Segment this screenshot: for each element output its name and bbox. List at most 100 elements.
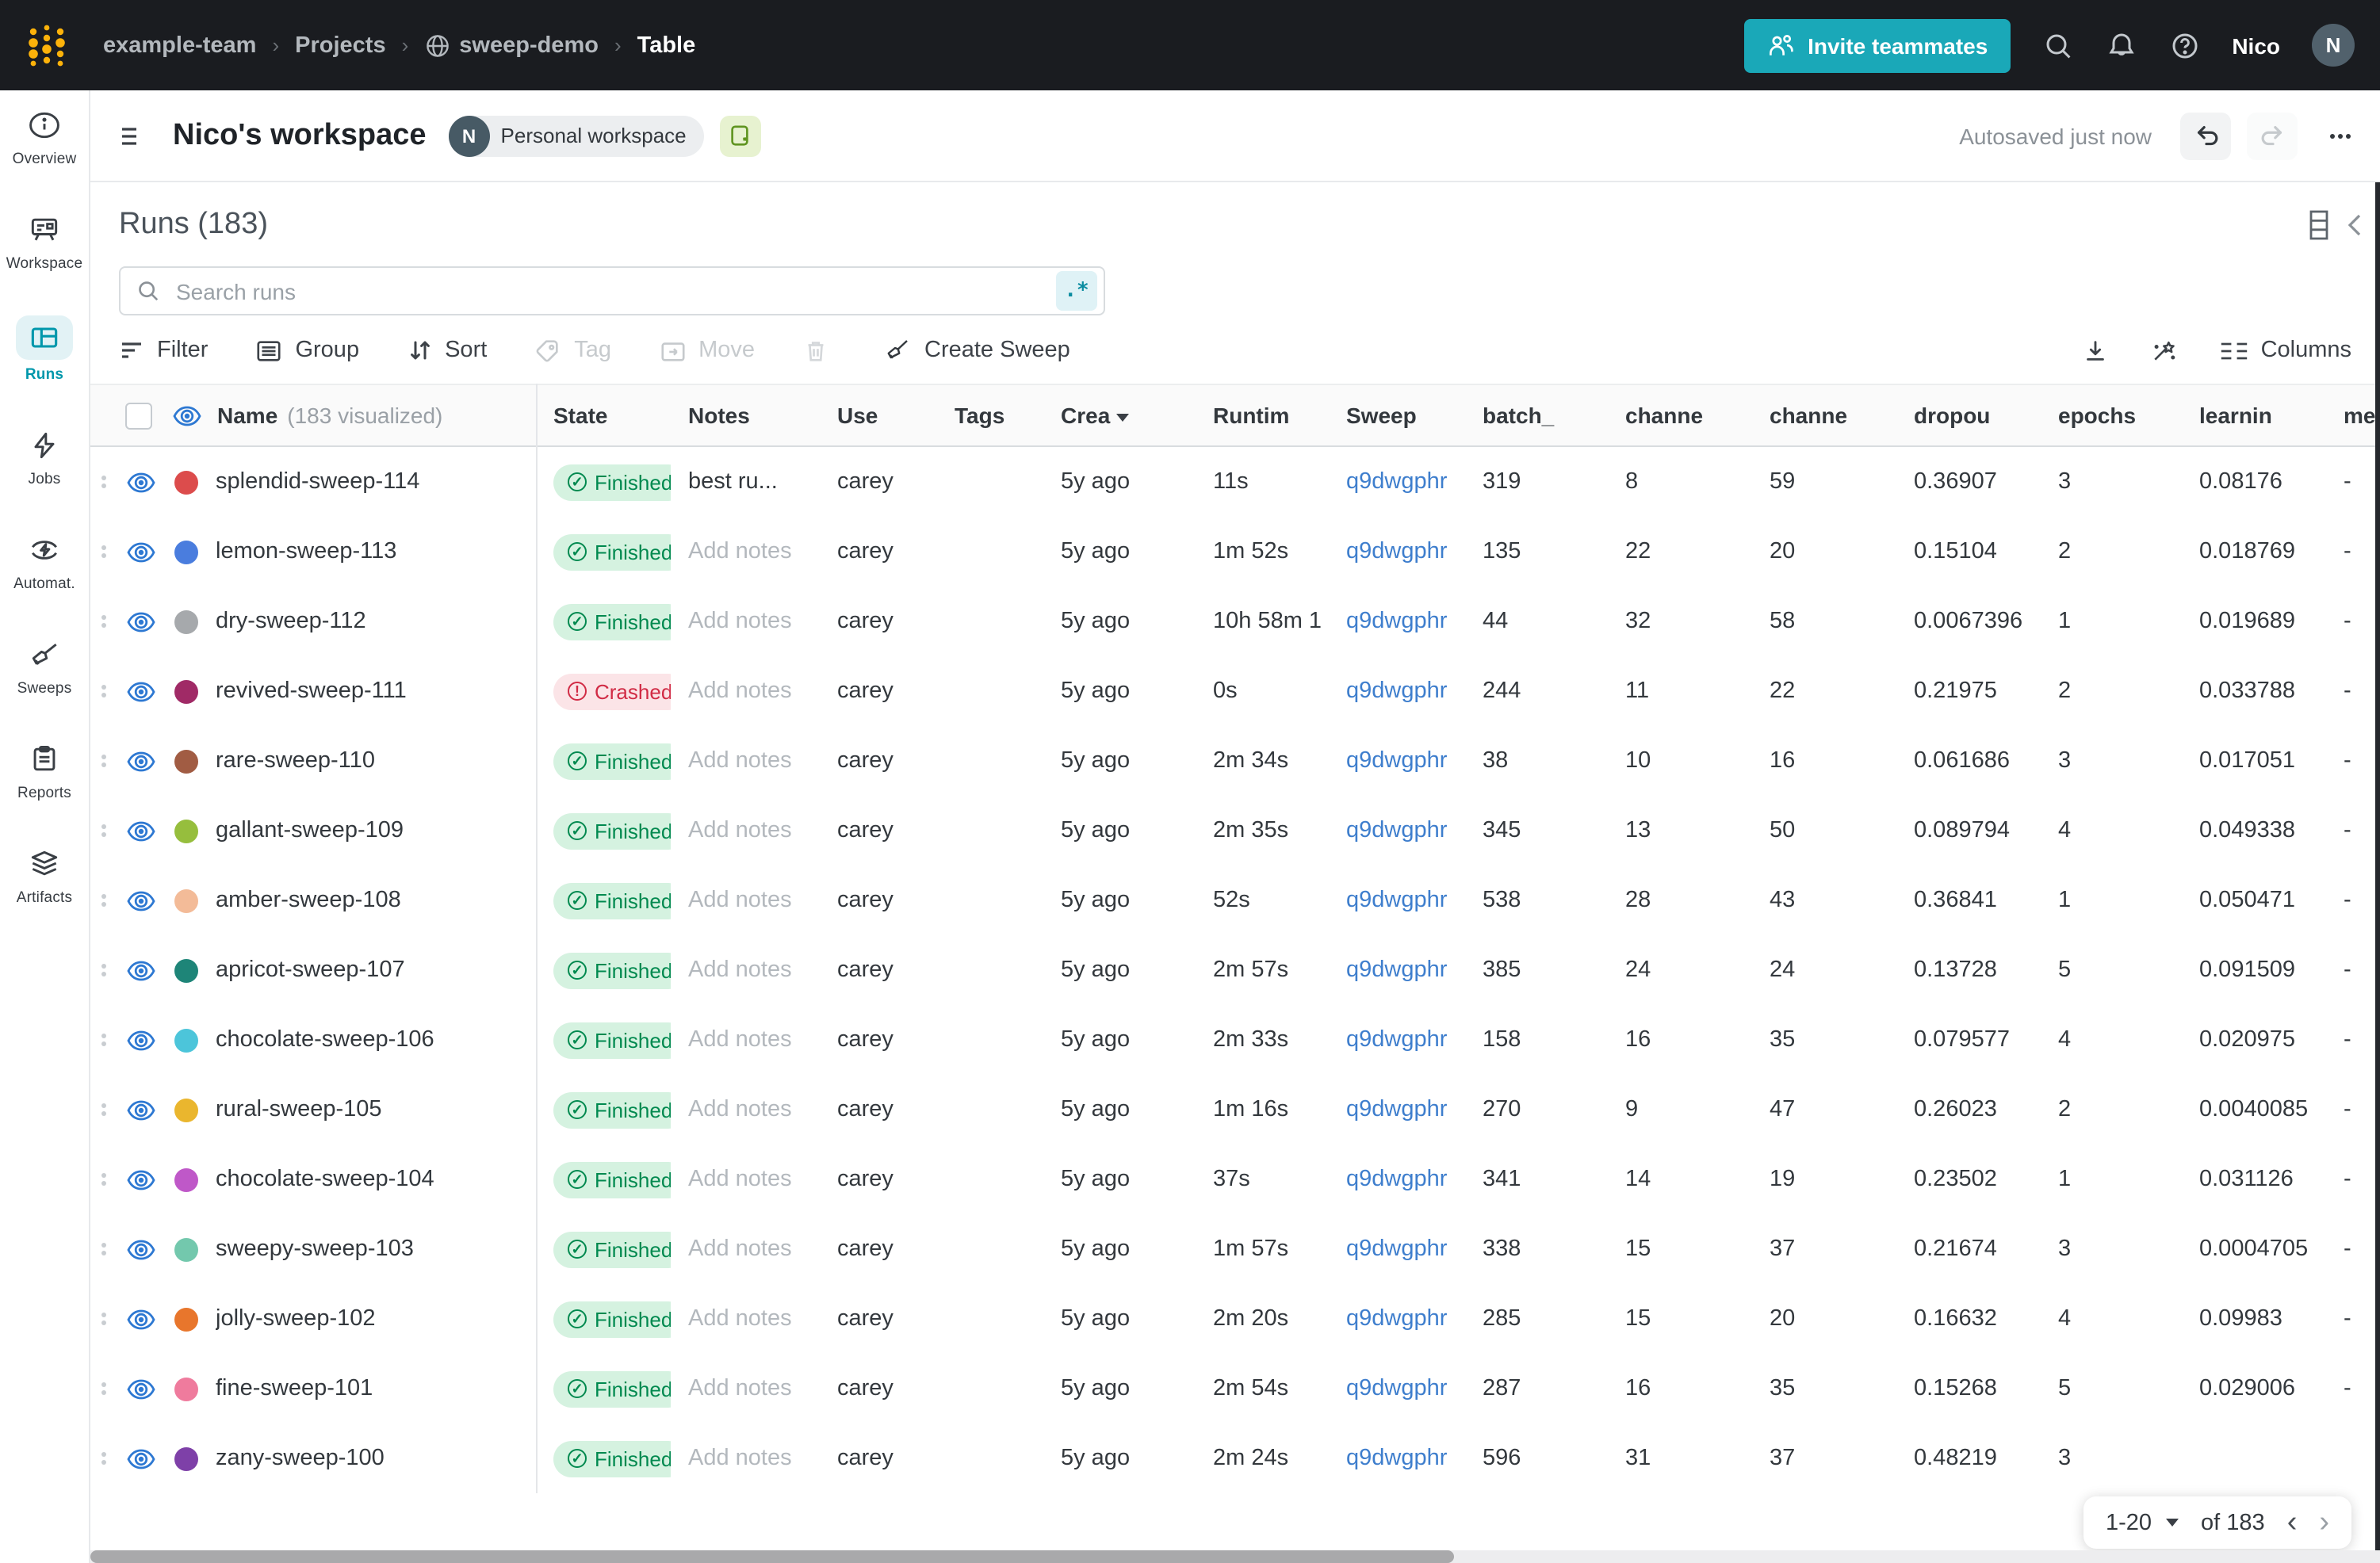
workspace-owner-badge[interactable]: N Personal workspace: [448, 115, 704, 156]
user-name[interactable]: Nico: [2232, 32, 2280, 58]
header-channels-two[interactable]: channe: [1770, 403, 1848, 428]
table-row[interactable]: gallant-sweep-109 ✓ Finished Add notes c…: [90, 796, 2380, 866]
notes-cell[interactable]: Add notes: [688, 748, 792, 774]
create-sweep-button[interactable]: Create Sweep: [883, 336, 1070, 365]
breadcrumb-project[interactable]: sweep-demo: [424, 32, 599, 58]
group-button[interactable]: Group: [255, 337, 359, 364]
horizontal-scrollbar[interactable]: [90, 1550, 2380, 1563]
next-page-button[interactable]: ›: [2319, 1506, 2329, 1539]
visibility-eye-icon[interactable]: [127, 541, 155, 562]
run-name-link[interactable]: amber-sweep-108: [216, 888, 401, 913]
run-name-link[interactable]: jolly-sweep-102: [216, 1306, 376, 1332]
run-name-link[interactable]: fine-sweep-101: [216, 1376, 373, 1401]
tag-button[interactable]: Tag: [534, 337, 611, 364]
run-name-link[interactable]: splendid-sweep-114: [216, 469, 420, 495]
run-name-link[interactable]: gallant-sweep-109: [216, 818, 404, 843]
notes-cell[interactable]: Add notes: [688, 1376, 792, 1401]
visibility-eye-icon[interactable]: [127, 820, 155, 841]
page-range-dropdown[interactable]: 1-20: [2106, 1510, 2179, 1535]
select-all-checkbox[interactable]: [125, 402, 152, 429]
regex-toggle-button[interactable]: .*: [1056, 271, 1097, 311]
visibility-eye-icon[interactable]: [127, 751, 155, 771]
export-button[interactable]: [2082, 337, 2109, 364]
sweep-link[interactable]: q9dwgphr: [1346, 957, 1448, 983]
table-row[interactable]: apricot-sweep-107 ✓ Finished Add notes c…: [90, 935, 2380, 1005]
notes-cell[interactable]: best ru...: [688, 469, 778, 495]
sidebar-item-runs[interactable]: Runs: [16, 315, 73, 384]
table-row[interactable]: fine-sweep-101 ✓ Finished Add notes care…: [90, 1354, 2380, 1424]
visibility-eye-icon[interactable]: [127, 611, 155, 632]
sweep-link[interactable]: q9dwgphr: [1346, 609, 1448, 634]
sidebar-item-overview[interactable]: Overview: [13, 106, 77, 168]
table-row[interactable]: chocolate-sweep-106 ✓ Finished Add notes…: [90, 1005, 2380, 1075]
visibility-eye-icon[interactable]: [127, 472, 155, 492]
visibility-eye-icon[interactable]: [127, 1448, 155, 1469]
sidebar-item-artifacts[interactable]: Artifacts: [17, 845, 72, 907]
collapsed-panel-edge[interactable]: [2375, 182, 2380, 1550]
sweep-link[interactable]: q9dwgphr: [1346, 469, 1448, 495]
sweep-link[interactable]: q9dwgphr: [1346, 678, 1448, 704]
sweep-link[interactable]: q9dwgphr: [1346, 1376, 1448, 1401]
drag-handle-icon[interactable]: [101, 894, 108, 907]
notes-cell[interactable]: Add notes: [688, 678, 792, 704]
scrollbar-thumb[interactable]: [90, 1550, 1454, 1563]
visibility-eye-icon[interactable]: [173, 405, 201, 426]
collapse-panel-chevron-icon[interactable]: [2345, 211, 2364, 239]
table-row[interactable]: rural-sweep-105 ✓ Finished Add notes car…: [90, 1075, 2380, 1145]
drag-handle-icon[interactable]: [101, 545, 108, 558]
drag-handle-icon[interactable]: [101, 1243, 108, 1255]
help-icon[interactable]: [2168, 29, 2200, 61]
search-runs-input[interactable]: [173, 277, 1056, 305]
magic-wand-button[interactable]: [2150, 336, 2179, 365]
table-row[interactable]: zany-sweep-100 ✓ Finished Add notes care…: [90, 1424, 2380, 1493]
sweep-link[interactable]: q9dwgphr: [1346, 1167, 1448, 1192]
visibility-eye-icon[interactable]: [127, 960, 155, 980]
sweep-link[interactable]: q9dwgphr: [1346, 818, 1448, 843]
run-name-link[interactable]: zany-sweep-100: [216, 1446, 385, 1471]
table-row[interactable]: revived-sweep-111 ! Crashed Add notes ca…: [90, 656, 2380, 726]
run-name-link[interactable]: revived-sweep-111: [216, 678, 407, 704]
sweep-link[interactable]: q9dwgphr: [1346, 888, 1448, 913]
table-row[interactable]: rare-sweep-110 ✓ Finished Add notes care…: [90, 726, 2380, 796]
wandb-logo-icon[interactable]: [25, 24, 68, 67]
notes-cell[interactable]: Add notes: [688, 1027, 792, 1053]
sweep-link[interactable]: q9dwgphr: [1346, 1446, 1448, 1471]
table-row[interactable]: jolly-sweep-102 ✓ Finished Add notes car…: [90, 1284, 2380, 1354]
breadcrumb-table[interactable]: Table: [637, 32, 696, 58]
sidebar-item-jobs[interactable]: Jobs: [25, 426, 63, 488]
header-runtime[interactable]: Runtim: [1213, 403, 1290, 428]
sweep-link[interactable]: q9dwgphr: [1346, 539, 1448, 564]
sweep-link[interactable]: q9dwgphr: [1346, 748, 1448, 774]
sidebar-item-workspace[interactable]: Workspace: [6, 211, 83, 273]
sweep-link[interactable]: q9dwgphr: [1346, 1306, 1448, 1332]
notes-cell[interactable]: Add notes: [688, 957, 792, 983]
run-name-link[interactable]: dry-sweep-112: [216, 609, 366, 634]
header-state[interactable]: State: [553, 403, 608, 428]
drag-handle-icon[interactable]: [101, 1313, 108, 1325]
more-options-icon[interactable]: [2326, 121, 2355, 150]
run-name-link[interactable]: apricot-sweep-107: [216, 957, 405, 983]
header-epochs[interactable]: epochs: [2058, 403, 2137, 428]
header-sweep[interactable]: Sweep: [1346, 403, 1417, 428]
visibility-eye-icon[interactable]: [127, 1309, 155, 1329]
table-panel-icon[interactable]: [2309, 209, 2329, 241]
sidebar-item-sweeps[interactable]: Sweeps: [17, 636, 72, 697]
move-button[interactable]: Move: [659, 337, 755, 364]
run-name-link[interactable]: rare-sweep-110: [216, 748, 375, 774]
header-batch-size[interactable]: batch_: [1483, 403, 1555, 428]
user-avatar[interactable]: N: [2312, 24, 2355, 67]
visibility-eye-icon[interactable]: [127, 681, 155, 701]
header-created[interactable]: Crea: [1043, 403, 1196, 428]
header-user[interactable]: Use: [837, 403, 878, 428]
undo-button[interactable]: [2180, 112, 2231, 159]
sidebar-item-automations[interactable]: Automat.: [13, 531, 75, 593]
drag-handle-icon[interactable]: [101, 824, 108, 837]
visibility-eye-icon[interactable]: [127, 1099, 155, 1120]
notes-cell[interactable]: Add notes: [688, 888, 792, 913]
visibility-eye-icon[interactable]: [127, 1169, 155, 1190]
notes-cell[interactable]: Add notes: [688, 818, 792, 843]
filter-button[interactable]: Filter: [119, 338, 208, 363]
run-name-link[interactable]: lemon-sweep-113: [216, 539, 397, 564]
drag-handle-icon[interactable]: [101, 615, 108, 628]
run-name-link[interactable]: chocolate-sweep-106: [216, 1027, 434, 1053]
